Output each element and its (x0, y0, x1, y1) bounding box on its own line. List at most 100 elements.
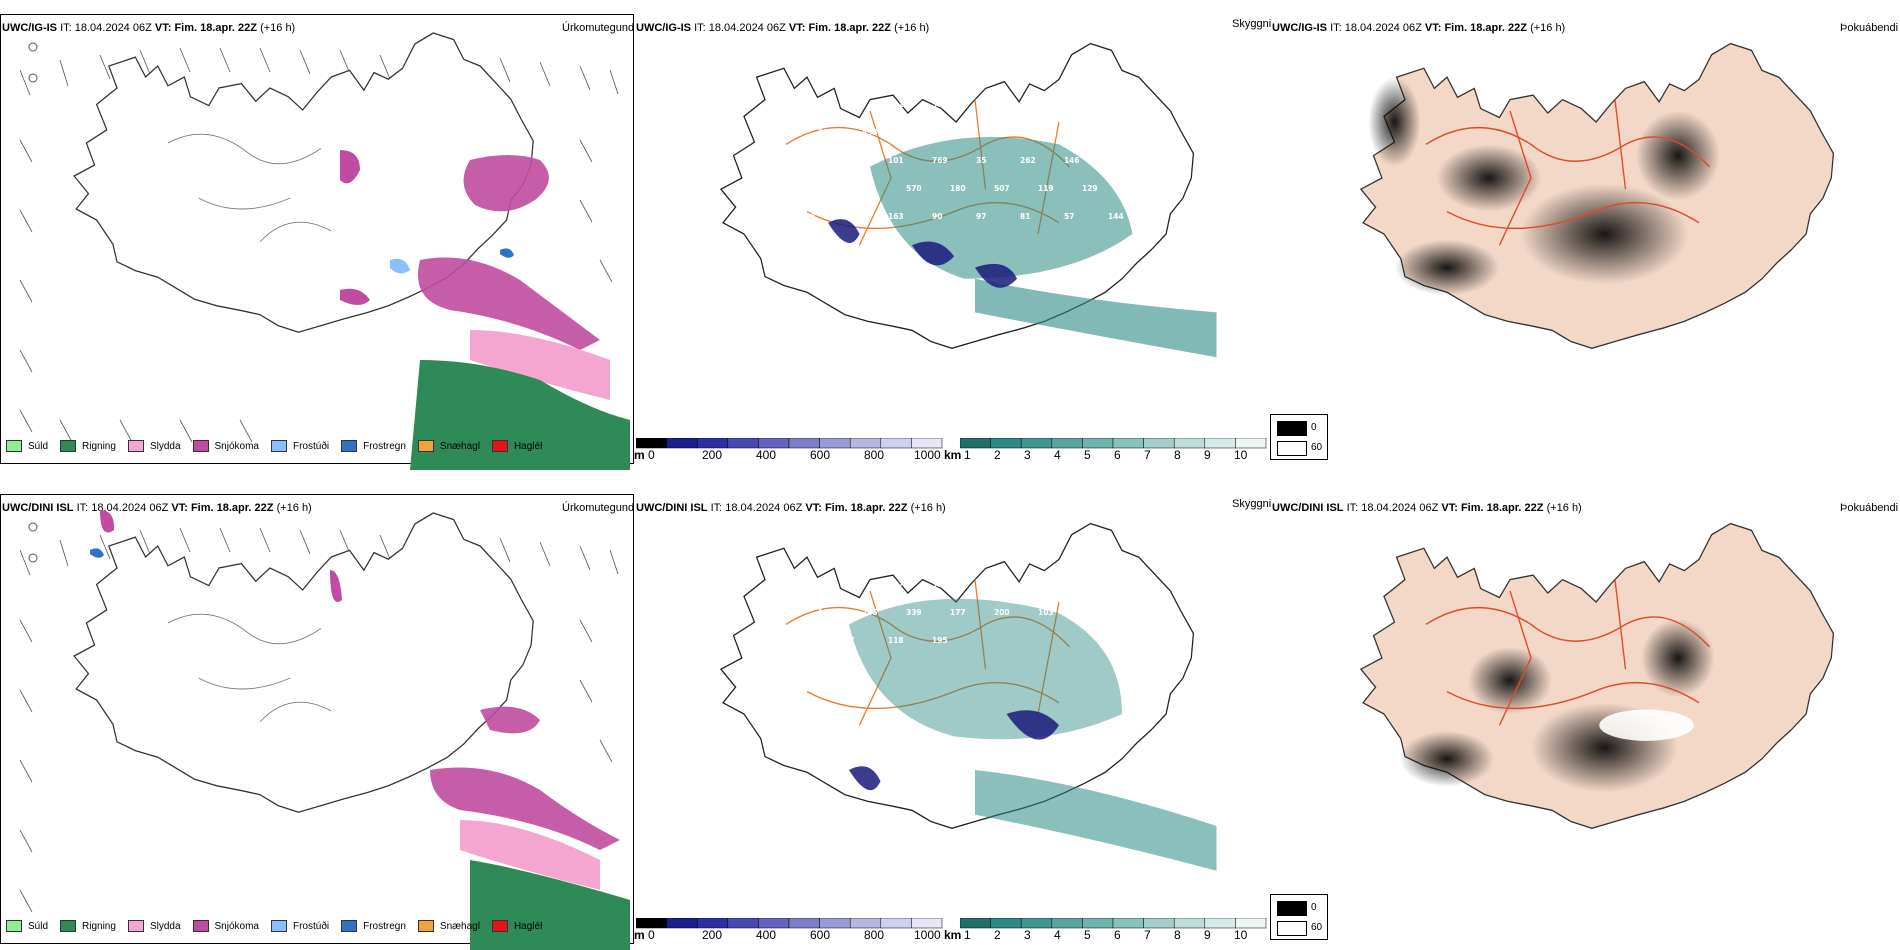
colorbar-segment (1082, 918, 1114, 929)
colorbar-segment (1020, 918, 1053, 929)
visibility-value: 90 (932, 212, 943, 221)
visibility-value: 145 (818, 184, 834, 193)
colorbar-segment (1112, 918, 1144, 929)
visibility-value: 118 (888, 636, 904, 645)
visibility-value: 81 (1020, 212, 1031, 221)
visibility-value: 433 (862, 128, 878, 137)
visibility-value: 769 (976, 100, 992, 109)
colorbar-segment (960, 918, 991, 929)
legend-freezing-rain: Frostregn (341, 920, 406, 932)
panel-title: UWC/IG-IS IT: 18.04.2024 06Z VT: Fim. 18… (1272, 22, 1566, 34)
visibility-value: 270 (844, 580, 860, 589)
panel-title: UWC/IG-IS IT: 18.04.2024 06Z VT: Fim. 18… (2, 22, 295, 34)
visibility-value: 457 (1108, 100, 1124, 109)
visibility-value: 97 (976, 212, 987, 221)
panel-title: UWC/IG-IS IT: 18.04.2024 06Z VT: Fim. 18… (636, 22, 930, 34)
legend-freezing-drizzle: Frostúði (270, 920, 329, 932)
vt-label: VT: (154, 22, 172, 34)
visibility-value: 122 (906, 128, 922, 137)
visibility-value: 57 (1064, 212, 1075, 221)
visibility-value: 224 (1064, 580, 1080, 589)
cloud-base-colorbar (636, 438, 943, 449)
wind-barbs (19, 527, 619, 913)
ptype-map (19, 510, 630, 950)
visibility-value: 769 (932, 156, 948, 165)
visibility-label: Skyggni (1232, 498, 1272, 510)
visibility-value: 119 (1038, 184, 1054, 193)
visibility-value: 158 (800, 212, 816, 221)
visibility-value: 35 (976, 156, 987, 165)
colorbar-segment (1143, 918, 1175, 929)
visibility-value: 339 (906, 608, 922, 617)
colorbar-segment (727, 918, 759, 929)
visibility-value: 364 (818, 128, 834, 137)
colorbar-segment (819, 438, 851, 449)
visibility-value: 87 (1108, 156, 1119, 165)
model-name: UWC/IG-IS (2, 22, 57, 34)
panel-title: UWC/DINI ISL IT: 18.04.2024 06Z VT: Fim.… (1272, 502, 1582, 514)
visibility-value: 282 (1064, 100, 1080, 109)
colorbar-segment (911, 918, 943, 929)
visibility-value: 274 (1020, 580, 1036, 589)
visibility-value: 337 (888, 580, 904, 589)
visibility-value: 129 (1082, 184, 1098, 193)
legend-freezing-drizzle: Frostúði (270, 440, 329, 452)
colorbar-segment (960, 438, 991, 449)
colorbar-segment (1235, 918, 1267, 929)
visibility-value: 358 (1108, 580, 1124, 589)
visibility-value: 129 (1082, 608, 1098, 617)
lead-time: (+16 h) (260, 22, 296, 34)
visibility-value: 530 (932, 100, 948, 109)
fog-label: Þokuábendi (1840, 22, 1899, 34)
visibility-value: 163 (818, 608, 834, 617)
colorbar-segment (819, 918, 851, 929)
ptype-legend: Súld Rigning Slydda Snjókoma Frostúði Fr… (6, 440, 554, 452)
ptype-legend: Súld Rigning Slydda Snjókoma Frostúði Fr… (6, 920, 554, 932)
visibility-value: 441 (888, 100, 904, 109)
legend-freezing-rain: Frostregn (341, 440, 406, 452)
visibility-value: 191 (844, 156, 860, 165)
colorbar-segment (1204, 438, 1236, 449)
visibility-value: 156 (950, 128, 966, 137)
fog-legend: 0 60 (1270, 894, 1328, 940)
legend-snow-pellets: Snæhagl (417, 440, 480, 452)
legend-drizzle: Súld (6, 920, 48, 932)
ptype-label: Úrkomutegund (562, 502, 635, 514)
vt-value: Fim. 18.apr. 22Z (174, 22, 257, 34)
visibility-value: 146 (800, 636, 816, 645)
visibility-value: 98 (1126, 608, 1137, 617)
legend-hail: Haglél (491, 440, 542, 452)
colorbar-segment (1051, 438, 1083, 449)
visibility-value: 327 (932, 580, 948, 589)
visibility-value: 570 (906, 184, 922, 193)
row-igis: UWC/IG-IS IT: 18.04.2024 06Z VT: Fim. 18… (0, 0, 1900, 470)
visibility-value: 302 (844, 100, 860, 109)
visibility-value: 508 (976, 580, 992, 589)
colorbar-segment (1051, 918, 1083, 929)
colorbar-segment (1112, 438, 1144, 449)
visibility-value: 262 (1020, 156, 1036, 165)
visibility-value: 284 (994, 128, 1010, 137)
fog-label: Þokuábendi (1840, 502, 1899, 514)
legend-snow-pellets: Snæhagl (417, 920, 480, 932)
visibility-value: 180 (950, 184, 966, 193)
visibility-value: 241 (1038, 128, 1054, 137)
visibility-value: 858 (800, 156, 816, 165)
colorbar-segment (1204, 918, 1236, 929)
colorbar-segment (788, 918, 820, 929)
panel-title: UWC/DINI ISL IT: 18.04.2024 06Z VT: Fim.… (636, 502, 946, 514)
ptype-map-frame (0, 494, 634, 944)
colorbar-segment (911, 438, 943, 449)
visibility-label: Skyggni (1232, 18, 1272, 30)
visibility-value: 321 (800, 580, 816, 589)
visibility-value: 108 (818, 240, 834, 249)
colorbar-segment (1173, 438, 1206, 449)
colorbar-segment (788, 438, 820, 449)
visibility-value: 177 (950, 608, 966, 617)
colorbar-segment (990, 438, 1022, 449)
legend-rain: Rigning (60, 440, 116, 452)
visibility-value: 76 (862, 184, 873, 193)
colorbar-segment (1235, 438, 1267, 449)
it-label: IT: (60, 22, 72, 34)
panel-title: UWC/DINI ISL IT: 18.04.2024 06Z VT: Fim.… (2, 502, 312, 514)
